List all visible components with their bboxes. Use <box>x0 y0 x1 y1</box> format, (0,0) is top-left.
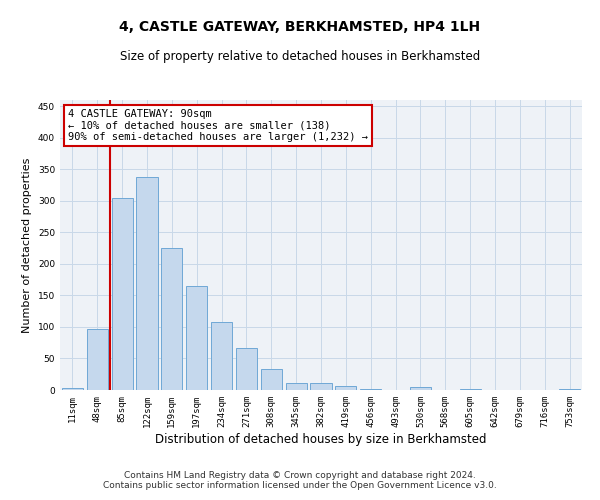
Bar <box>261 368 282 390</box>
Bar <box>460 388 481 390</box>
Text: Size of property relative to detached houses in Berkhamsted: Size of property relative to detached ho… <box>120 50 480 63</box>
Bar <box>161 248 182 390</box>
Bar <box>559 388 580 390</box>
Bar <box>310 383 332 390</box>
Text: Contains HM Land Registry data © Crown copyright and database right 2024.
Contai: Contains HM Land Registry data © Crown c… <box>103 470 497 490</box>
Y-axis label: Number of detached properties: Number of detached properties <box>22 158 32 332</box>
Bar <box>211 322 232 390</box>
Bar <box>186 286 207 390</box>
X-axis label: Distribution of detached houses by size in Berkhamsted: Distribution of detached houses by size … <box>155 432 487 446</box>
Bar <box>112 198 133 390</box>
Bar <box>410 388 431 390</box>
Bar <box>360 388 381 390</box>
Bar <box>62 388 83 390</box>
Bar <box>236 348 257 390</box>
Bar <box>335 386 356 390</box>
Text: 4 CASTLE GATEWAY: 90sqm
← 10% of detached houses are smaller (138)
90% of semi-d: 4 CASTLE GATEWAY: 90sqm ← 10% of detache… <box>68 108 368 142</box>
Bar <box>87 329 108 390</box>
Bar <box>286 383 307 390</box>
Text: 4, CASTLE GATEWAY, BERKHAMSTED, HP4 1LH: 4, CASTLE GATEWAY, BERKHAMSTED, HP4 1LH <box>119 20 481 34</box>
Bar <box>136 177 158 390</box>
